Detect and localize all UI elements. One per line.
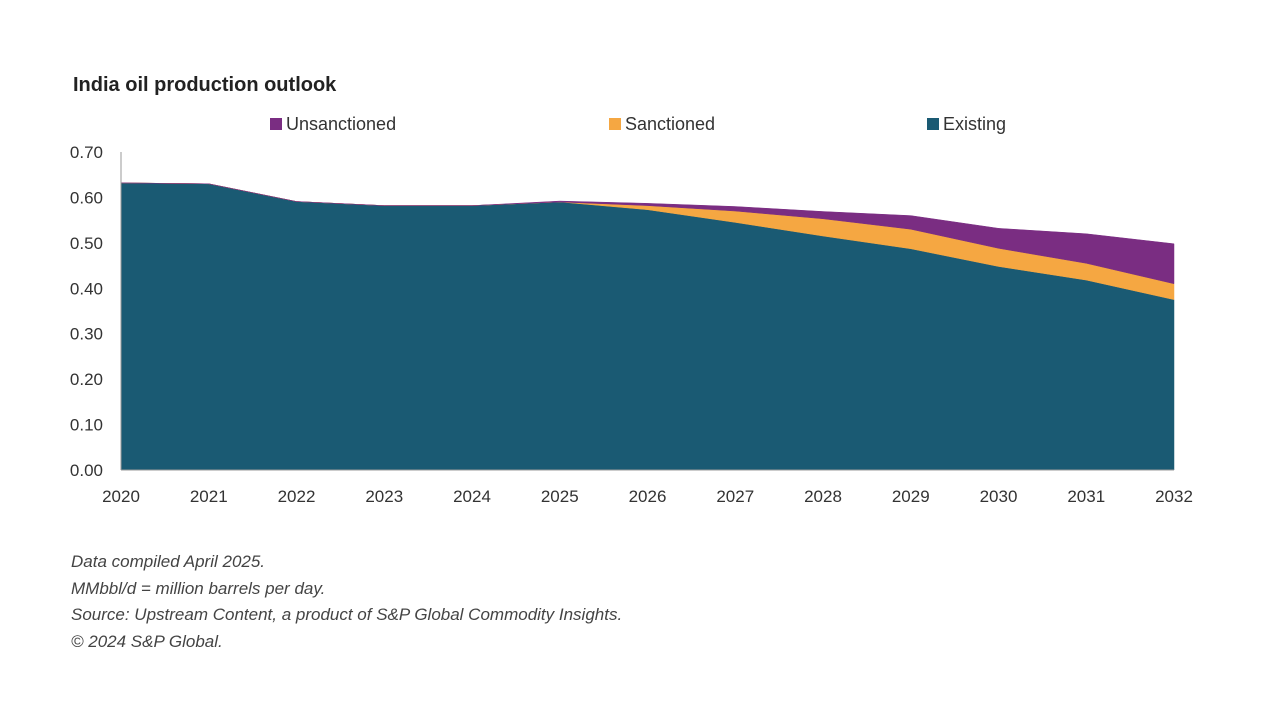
footnote-data-compiled: Data compiled April 2025. (71, 552, 266, 571)
x-tick-label: 2021 (190, 487, 228, 506)
legend-swatch-existing (927, 118, 939, 130)
axes: 0.00 0.10 0.20 0.30 0.40 0.50 0.60 0.70 2020 2021… (70, 143, 1193, 506)
x-tick-label: 2026 (629, 487, 667, 506)
area-existing (120, 182, 1175, 471)
x-tick-label: 2022 (278, 487, 316, 506)
y-tick-label: 0.70 (70, 143, 103, 162)
x-tick-label: 2024 (453, 487, 491, 506)
footnote-units: MMbbl/d = million barrels per day. (71, 578, 326, 598)
footnotes: Data compiled April 2025. MMbbl/d = mill… (71, 549, 622, 655)
legend-label-existing: Existing (943, 114, 1006, 134)
area-unsanctioned (120, 182, 1175, 285)
y-tick-label: 0.20 (70, 370, 103, 389)
x-tick-label: 2020 (102, 487, 140, 506)
footnote-source: Source: Upstream Content, a product of S… (71, 605, 623, 624)
x-tick-label: 2023 (365, 487, 403, 506)
y-tick-label: 0.40 (70, 279, 103, 298)
x-tick-label: 2032 (1155, 487, 1193, 506)
legend: Unsanctioned Sanctioned Existing (270, 114, 1006, 134)
y-tick-label: 0.30 (70, 325, 103, 344)
x-tick-label: 2027 (716, 487, 754, 506)
stacked-areas (120, 182, 1175, 471)
x-tick-label: 2031 (1067, 487, 1105, 506)
y-tick-label: 0.60 (70, 188, 103, 207)
legend-label-sanctioned: Sanctioned (625, 114, 715, 134)
x-tick-label: 2028 (804, 487, 842, 506)
y-tick-label: 0.00 (70, 461, 103, 480)
x-tick-label: 2030 (980, 487, 1018, 506)
footnote-copyright: © 2024 S&P Global. (71, 631, 223, 651)
legend-swatch-sanctioned (609, 118, 621, 130)
x-tick-label: 2025 (541, 487, 579, 506)
chart-title: India oil production outlook (73, 74, 337, 96)
legend-swatch-unsanctioned (270, 118, 282, 130)
legend-label-unsanctioned: Unsanctioned (286, 114, 396, 134)
y-tick-label: 0.50 (70, 234, 103, 253)
x-tick-label: 2029 (892, 487, 930, 506)
y-tick-label: 0.10 (70, 416, 103, 435)
